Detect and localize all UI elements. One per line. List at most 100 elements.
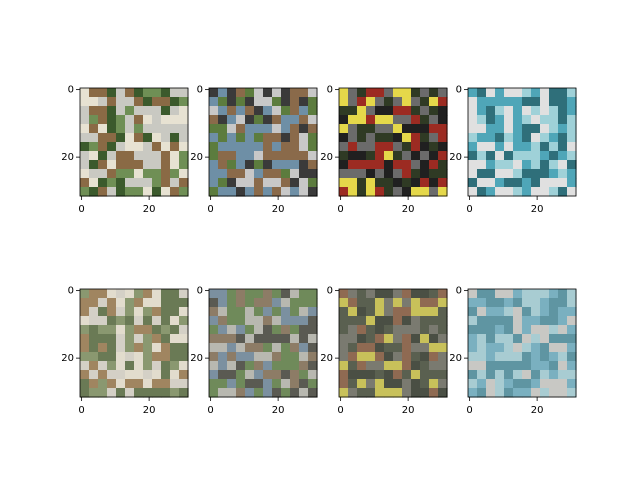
pixel-block [402,307,412,317]
pixel-block [357,325,367,335]
pixel-block [254,379,264,389]
pixel-block [504,106,514,116]
pixel-block [513,124,523,134]
pixel-block [161,379,171,389]
pixel-block [411,160,421,170]
pixel-block [504,370,514,380]
pixel-block [116,160,126,170]
pixel-block [290,187,300,197]
pixel-block [522,289,532,299]
pixel-block [179,124,189,134]
pixel-block [549,151,559,161]
pixel-block [254,298,264,308]
pixel-block [245,169,255,179]
pixel-block [531,289,541,299]
pixel-block [281,316,291,326]
pixel-block [143,361,153,371]
pixel-block [495,187,505,197]
pixel-block [429,388,439,398]
pixel-block [170,325,180,335]
pixel-block [429,115,439,125]
pixel-block [290,151,300,161]
pixel-block [245,316,255,326]
pixel-block [125,379,135,389]
pixel-block [290,352,300,362]
pixel-block [411,133,421,143]
image-panel-3: 0 20 0 20 [320,85,448,215]
pixel-block [384,298,394,308]
pixel-block [290,307,300,317]
pixel-block [495,124,505,134]
pixel-block [558,325,568,335]
pixel-block [98,124,108,134]
pixel-block [236,343,246,353]
pixel-block [80,316,90,326]
pixel-block [393,133,403,143]
image-panel-1: 0 20 0 20 [61,85,189,215]
pixel-block [143,343,153,353]
pixel-block [116,298,126,308]
pixel-block [375,115,385,125]
pixel-block [170,298,180,308]
pixel-block [567,106,577,116]
pixel-block [209,187,219,197]
pixel-block [161,187,171,197]
pixel-block [245,187,255,197]
pixel-block [263,343,273,353]
pixel-block [245,142,255,152]
pixel-block [522,169,532,179]
pixel-block [254,169,264,179]
pixel-block [549,115,559,125]
pixel-block [116,106,126,116]
pixel-block [531,370,541,380]
pixel-block [357,169,367,179]
pixel-block [393,187,403,197]
pixel-block [227,388,237,398]
pixel-block [272,370,282,380]
pixel-block [125,307,135,317]
pixel-block [218,124,228,134]
pixel-block [348,334,358,344]
pixel-block [495,388,505,398]
pixel-block [393,142,403,152]
pixel-block [402,343,412,353]
pixel-block [161,169,171,179]
pixel-block [245,178,255,188]
pixel-block [348,343,358,353]
pixel-block [567,334,577,344]
axes-frame [79,288,189,398]
y-tick-label: 20 [449,152,462,163]
pixel-block [80,298,90,308]
pixel-block [522,124,532,134]
pixel-block [98,343,108,353]
pixel-block [236,361,246,371]
pixel-block [227,151,237,161]
pixel-block [227,169,237,179]
pixel-block [558,352,568,362]
pixel-block [429,106,439,116]
pixel-block [513,187,523,197]
pixel-block [348,124,358,134]
pixel-block [384,379,394,389]
pixel-block [438,361,448,371]
pixel-block [89,379,99,389]
pixel-block [218,178,228,188]
pixel-block [486,343,496,353]
pixel-block [290,361,300,371]
pixel-block [549,343,559,353]
pixel-block [209,133,219,143]
pixel-block [263,361,273,371]
pixel-block [254,151,264,161]
pixel-block [438,178,448,188]
pixel-block [384,88,394,98]
pixel-block [558,289,568,299]
pixel-block [393,316,403,326]
pixel-block [540,289,550,299]
pixel-block [152,352,162,362]
pixel-block [218,370,228,380]
pixel-block [522,370,532,380]
pixel-block [486,379,496,389]
pixel-block [179,388,189,398]
pixel-block [98,133,108,143]
pixel-block [468,343,478,353]
